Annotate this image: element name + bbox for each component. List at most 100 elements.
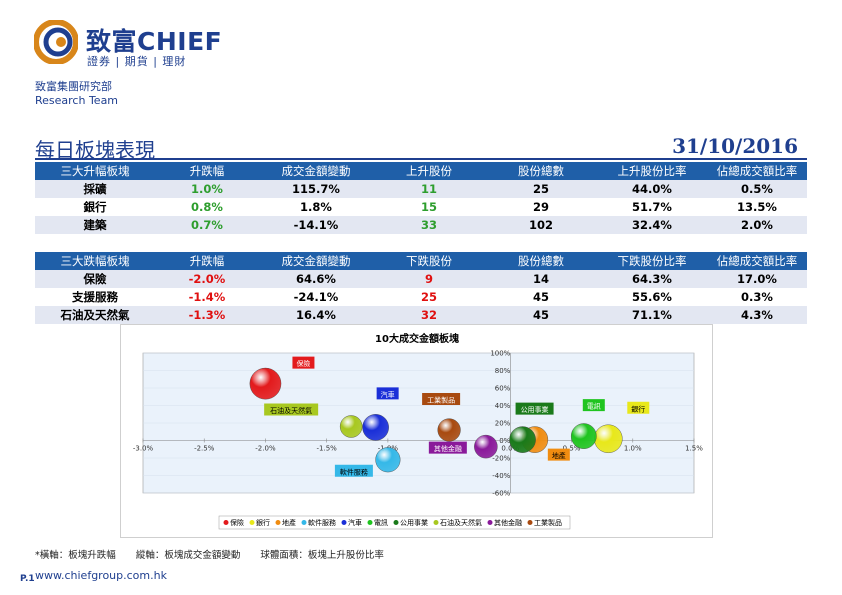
x-tick-label: 1.0% [624,445,642,453]
bubble [375,447,401,473]
table-row: 石油及天然氣 -1.3% 16.4% 32 45 71.1% 4.3% [35,306,807,324]
change-pct: 1.0% [155,180,259,198]
legend-marker [527,520,533,525]
falling-ratio: 71.1% [597,306,707,324]
title-divider [35,158,807,160]
legend-label: 石油及天然氣 [440,518,482,527]
legend-marker [249,520,255,525]
data-label-bg [547,448,570,461]
column-header: 下跌股份 [373,252,485,270]
y-tick-label: 20% [495,420,511,428]
total-stocks: 14 [485,270,597,288]
legend-marker [223,520,229,525]
bubble [339,415,363,438]
column-header: 上升股份比率 [597,162,707,180]
turnover-change: 115.7% [259,180,373,198]
column-header: 升跌幅 [155,252,259,270]
column-header: 上升股份 [373,162,485,180]
data-label: 其他金融 [434,444,462,453]
x-tick-label: -3.0% [133,445,154,453]
rising-ratio: 32.4% [597,216,707,234]
column-header: 股份總數 [485,252,597,270]
table-row: 採礦 1.0% 115.7% 11 25 44.0% 0.5% [35,180,807,198]
sector-name: 保險 [35,270,155,288]
y-tick-label: 100% [490,350,510,358]
bubble [249,367,282,400]
data-label-bg [264,403,319,416]
data-label-bg [292,356,315,369]
table-row: 建築 0.7% -14.1% 33 102 32.4% 2.0% [35,216,807,234]
change-pct: 0.7% [155,216,259,234]
research-team: 致富集團研究部 Research Team [35,80,118,108]
turnover-change: 16.4% [259,306,373,324]
table-header-row: 三大升幅板塊 升跌幅 成交金額變動 上升股份 股份總數 上升股份比率 佔總成交額… [35,162,807,180]
legend-label: 其他金融 [494,518,522,527]
sector-name: 銀行 [83,200,107,214]
x-tick-label: -1.5% [317,445,338,453]
column-header: 升跌幅 [155,162,259,180]
total-stocks: 45 [485,306,597,324]
data-label-bg [582,399,605,412]
total-stocks: 25 [485,180,597,198]
table-row: 銀行 0.8% 1.8% 15 29 51.7% 13.5% [35,198,807,216]
data-label-bg [376,387,399,400]
x-tick-label: 0.0% [501,445,519,453]
x-tick-label: -2.0% [255,445,276,453]
legend-marker [433,520,439,525]
bubble [570,423,597,449]
column-header: 三大跌幅板塊 [35,252,155,270]
column-header: 成交金額變動 [259,162,373,180]
change-pct: -1.3% [155,306,259,324]
data-label-bg [515,402,554,415]
bubble [362,414,389,441]
chief-logo-icon [34,20,78,64]
falling-ratio: 55.6% [632,290,672,304]
report-date: 31/10/2016 [672,134,798,158]
legend-marker [301,520,307,525]
rising-ratio: 51.7% [632,200,672,214]
team-name-cn: 致富集團研究部 [35,80,112,93]
website-link[interactable]: www.chiefgroup.com.hk [35,569,167,582]
column-header: 股份總數 [485,162,597,180]
y-tick-label: 0% [499,437,510,445]
data-label-bg [627,401,650,414]
y-tick-label: -40% [492,472,510,480]
sector-name: 採礦 [35,180,155,198]
footnote-bubble-size: 球體面積：板塊上升股份比率 [260,550,384,561]
legend-label: 軟件服務 [308,518,336,527]
y-tick-label: 60% [495,385,511,393]
legend-label: 工業製品 [534,518,562,527]
data-label: 銀行 [631,404,645,413]
total-stocks: 29 [532,200,549,214]
turnover-share: 0.5% [707,180,807,198]
turnover-share: 17.0% [707,270,807,288]
top-losers-table: 三大跌幅板塊 升跌幅 成交金額變動 下跌股份 股份總數 下跌股份比率 佔總成交額… [35,252,807,324]
turnover-share: 13.5% [737,200,777,214]
data-label: 電訊 [587,402,601,411]
legend-label: 銀行 [256,518,270,527]
legend-label: 電訊 [374,518,388,527]
legend-marker [275,520,281,525]
turnover-change: -14.1% [259,216,373,234]
bubble-chart: 10大成交金額板塊 -60% -40% -20% 0% 20% 40% 60% 80% 100%… [120,324,713,538]
column-header: 三大升幅板塊 [35,162,155,180]
legend-marker [393,520,399,525]
bubble [594,424,623,454]
falling-ratio: 64.3% [597,270,707,288]
falling-stocks: 9 [373,270,485,288]
table-row: 支援服務 -1.4% -24.1% 25 45 55.6% 0.3% [35,288,807,306]
legend-label: 保險 [230,518,244,527]
column-header: 成交金額變動 [259,252,373,270]
bubble [437,418,461,442]
x-tick-label: 1.5% [685,445,703,453]
y-tick-label: 40% [495,402,511,410]
bubble [474,434,498,459]
legend-marker [341,520,347,525]
data-label: 公用事業 [521,405,549,414]
rising-stocks: 15 [420,200,437,214]
chart-title: 10大成交金額板塊 [375,332,459,345]
turnover-share: 4.3% [707,306,807,324]
table-header-row: 三大跌幅板塊 升跌幅 成交金額變動 下跌股份 股份總數 下跌股份比率 佔總成交額… [35,252,807,270]
data-label: 地產 [552,451,566,460]
rising-stocks: 11 [373,180,485,198]
